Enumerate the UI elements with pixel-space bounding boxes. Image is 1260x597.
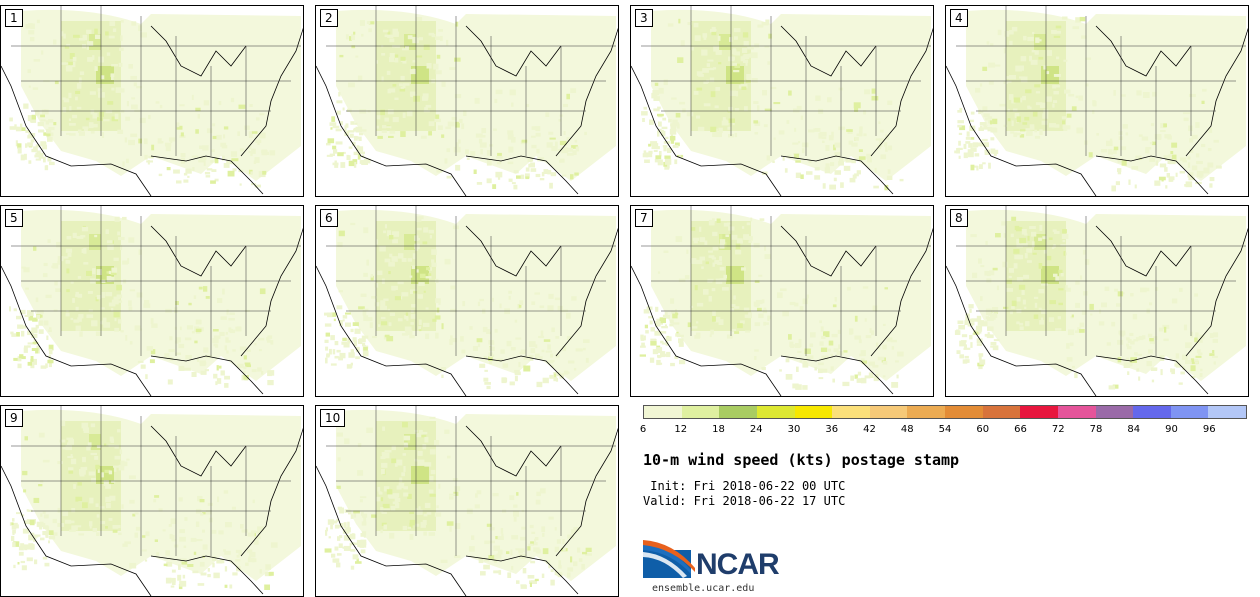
colorbar-segment (719, 406, 757, 418)
member-number-label: 5 (5, 209, 23, 227)
colorbar-tick: 78 (1089, 424, 1103, 435)
website-text: ensemble.ucar.edu (652, 583, 755, 594)
member-number-label: 4 (950, 9, 968, 27)
colorbar-segment (1133, 406, 1171, 418)
colorbar-segment (1020, 406, 1058, 418)
colorbar-segment (644, 406, 682, 418)
colorbar-segment (945, 406, 983, 418)
member-number-label: 9 (5, 409, 23, 427)
colorbar-segment (1170, 406, 1209, 418)
colorbar-segment (681, 406, 720, 418)
ensemble-member-map: 9 (0, 405, 304, 597)
colorbar-tick: 36 (825, 424, 839, 435)
colorbar-tick: 48 (900, 424, 914, 435)
ensemble-member-map: 10 (315, 405, 619, 597)
colorbar-tick: 90 (1165, 424, 1178, 435)
colorbar-tick: 72 (1051, 424, 1065, 435)
colorbar-tick: 84 (1127, 424, 1141, 435)
colorbar-tick: 42 (863, 424, 876, 435)
ncar-logo-icon (643, 540, 695, 578)
member-number-label: 10 (320, 409, 346, 427)
ncar-logo-text: NCAR (696, 548, 780, 581)
colorbar-tick: 96 (1202, 424, 1216, 435)
member-number-label: 2 (320, 9, 338, 27)
colorbar-segment (869, 406, 908, 418)
member-number-label: 1 (5, 9, 23, 27)
init-time: Init: Fri 2018-06-22 00 UTC (643, 479, 846, 493)
colorbar-tick: 30 (787, 424, 801, 435)
colorbar-tick: 12 (674, 424, 688, 435)
member-number-label: 6 (320, 209, 338, 227)
member-number-label: 8 (950, 209, 968, 227)
member-number-label: 7 (635, 209, 653, 227)
colorbar-segment (982, 406, 1021, 418)
colorbar-tick: 18 (712, 424, 725, 435)
colorbar-tick-labels: 6 12 18 24 30 36 42 48 54 60 66 72 78 84 90 96 (639, 424, 1247, 438)
colorbar-segment (907, 406, 945, 418)
colorbar-tick: 60 (976, 424, 990, 435)
ensemble-member-map: 1 (0, 5, 304, 197)
ensemble-member-map: 5 (0, 205, 304, 397)
member-number-label: 3 (635, 9, 653, 27)
ensemble-member-map: 3 (630, 5, 934, 197)
colorbar-segment (794, 406, 833, 418)
ensemble-member-map: 4 (945, 5, 1249, 197)
colorbar (643, 405, 1247, 419)
ensemble-member-map: 2 (315, 5, 619, 197)
ensemble-member-map: 8 (945, 205, 1249, 397)
colorbar-tick: 24 (749, 424, 763, 435)
colorbar-segment (1057, 406, 1096, 418)
ensemble-member-map: 7 (630, 205, 934, 397)
colorbar-tick: 6 (639, 424, 647, 435)
colorbar-segment (832, 406, 870, 418)
valid-time: Valid: Fri 2018-06-22 17 UTC (643, 494, 846, 508)
colorbar-segment (756, 406, 795, 418)
colorbar-tick: 54 (938, 424, 952, 435)
figure-title: 10-m wind speed (kts) postage stamp (643, 451, 960, 469)
colorbar-segment (1208, 406, 1246, 418)
colorbar-segment (1095, 406, 1134, 418)
colorbar-tick: 66 (1014, 424, 1027, 435)
ensemble-member-map: 6 (315, 205, 619, 397)
